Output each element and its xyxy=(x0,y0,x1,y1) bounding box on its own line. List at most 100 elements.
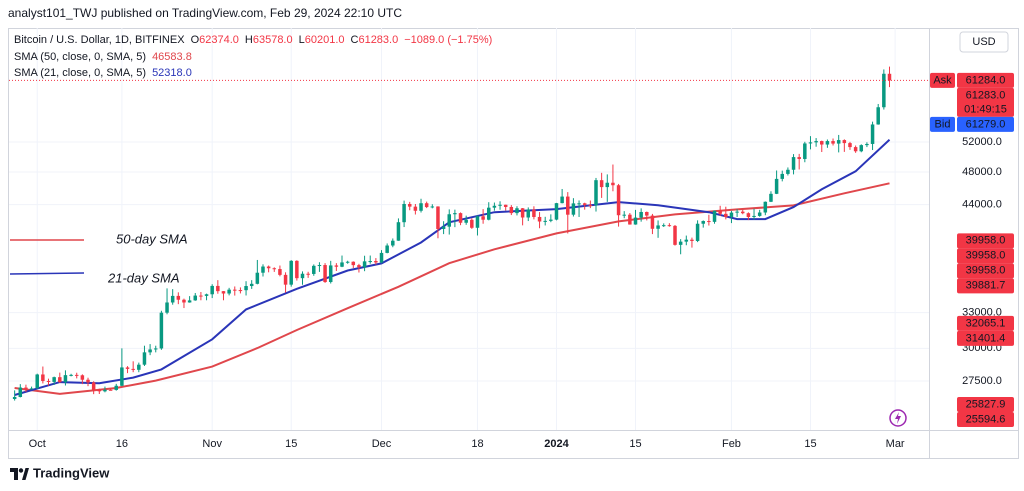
candle-body xyxy=(447,214,451,227)
candle-body xyxy=(407,203,412,207)
candle-body xyxy=(24,387,28,390)
candle-body xyxy=(261,266,265,273)
legend-symbol-row: Bitcoin / U.S. Dollar, 1D, BITFINEX O6237… xyxy=(14,34,492,46)
y-tick-label: 27500.0 xyxy=(962,375,1002,387)
candle-body xyxy=(334,265,339,267)
candle-body xyxy=(566,196,570,215)
axes: 52000.048000.044000.033000.030000.027500… xyxy=(29,72,1014,450)
candle-body xyxy=(221,291,226,294)
candle-body xyxy=(464,219,468,223)
candle-body xyxy=(114,385,118,390)
candle-body xyxy=(803,143,807,159)
price-tag: 39958.0 xyxy=(957,263,1014,279)
candle-body xyxy=(80,375,85,380)
price-tag: 31401.4 xyxy=(957,330,1014,346)
candle-body xyxy=(413,206,418,211)
candle-body xyxy=(825,141,830,145)
candle-body xyxy=(328,265,333,283)
price-tag-box xyxy=(957,263,1014,279)
candle-body xyxy=(616,185,621,216)
candle-body xyxy=(769,193,773,202)
candle-body xyxy=(865,143,869,146)
candle-body xyxy=(718,210,722,214)
candle-body xyxy=(774,178,779,194)
candle-body xyxy=(684,239,689,242)
candle-body xyxy=(814,141,818,143)
symbol: Bitcoin / U.S. Dollar, 1D, BITFINEX xyxy=(14,34,185,46)
candle-body xyxy=(69,374,73,376)
candle-body xyxy=(786,169,790,174)
price-tag: 61283.0 01:49:15 xyxy=(957,87,1014,117)
candle-body xyxy=(808,142,813,144)
candle-body xyxy=(526,209,531,218)
candle-body xyxy=(402,203,406,223)
candle-body xyxy=(35,374,39,389)
x-tick-label: Mar xyxy=(886,438,905,450)
price-tag: 39881.7 xyxy=(957,278,1014,294)
candle-body xyxy=(159,312,164,349)
candle-body xyxy=(120,367,124,386)
candle-body xyxy=(791,157,796,170)
price-tag-box xyxy=(957,116,1014,132)
candle-body xyxy=(724,213,728,217)
candle-body xyxy=(509,206,514,214)
candle-body xyxy=(633,217,638,225)
side-tag: Ask xyxy=(933,74,952,86)
candle-body xyxy=(831,141,835,144)
candle-body xyxy=(18,387,23,397)
candle-body xyxy=(503,204,508,207)
currency-button[interactable] xyxy=(959,31,1009,53)
price-tag: 61279.0 Bid xyxy=(930,116,1014,132)
candle-body xyxy=(266,266,271,269)
candle-body xyxy=(278,269,282,275)
price-tag-label: 61283.0 xyxy=(966,89,1006,101)
y-tick-label: 52000.0 xyxy=(962,136,1002,148)
candle-body xyxy=(515,208,519,214)
quote-key: H xyxy=(245,34,253,46)
legend-row: SMA (50, close, 0, SMA, 5) 46583.8 xyxy=(14,51,192,63)
price-tag-label: 32065.1 xyxy=(966,317,1006,329)
candle-body xyxy=(233,289,237,291)
candle-body xyxy=(882,73,886,108)
price-tag-box xyxy=(957,411,1014,427)
candle-body xyxy=(204,294,209,296)
candle-body xyxy=(876,107,880,125)
candle-body xyxy=(108,389,113,391)
lightning-icon xyxy=(889,409,907,427)
x-tick-label: Oct xyxy=(29,438,46,450)
candle-body xyxy=(453,213,457,215)
candle-body xyxy=(12,396,17,399)
candle-body xyxy=(780,173,785,179)
candle-body xyxy=(170,295,175,303)
annotation: 21-day SMA xyxy=(107,270,180,285)
footer-brand: TradingView xyxy=(33,465,110,480)
price-tag-box xyxy=(957,315,1014,331)
candle-body xyxy=(249,283,254,287)
candle-body xyxy=(836,140,841,144)
candle-body xyxy=(255,272,260,284)
candle-body xyxy=(532,209,536,217)
legend-row: SMA (21, close, 0, SMA, 5) 52318.0 xyxy=(14,67,192,79)
candle-body xyxy=(599,180,604,188)
candle-body xyxy=(125,367,130,369)
candle-body xyxy=(605,182,610,188)
candle-body xyxy=(622,214,626,216)
price-tag-label: 39958.0 xyxy=(966,235,1006,247)
candle-body xyxy=(661,225,666,227)
x-tick-label: 18 xyxy=(471,438,483,450)
price-tag-box xyxy=(957,233,1014,249)
candle-body xyxy=(588,204,593,206)
chart-frame xyxy=(8,28,1019,459)
candle-body xyxy=(441,226,446,229)
quote-key: O xyxy=(191,34,200,46)
candle-body xyxy=(707,221,711,223)
candle-body xyxy=(385,245,389,253)
footer-logo xyxy=(10,468,29,480)
candle-body xyxy=(283,274,288,285)
currency[interactable]: USD xyxy=(972,36,995,48)
candle-body xyxy=(740,211,745,214)
candle-body xyxy=(430,206,435,208)
x-tick-label: Nov xyxy=(202,438,222,450)
candle-body xyxy=(650,215,655,229)
quote-value: 60201.0 xyxy=(305,34,345,46)
